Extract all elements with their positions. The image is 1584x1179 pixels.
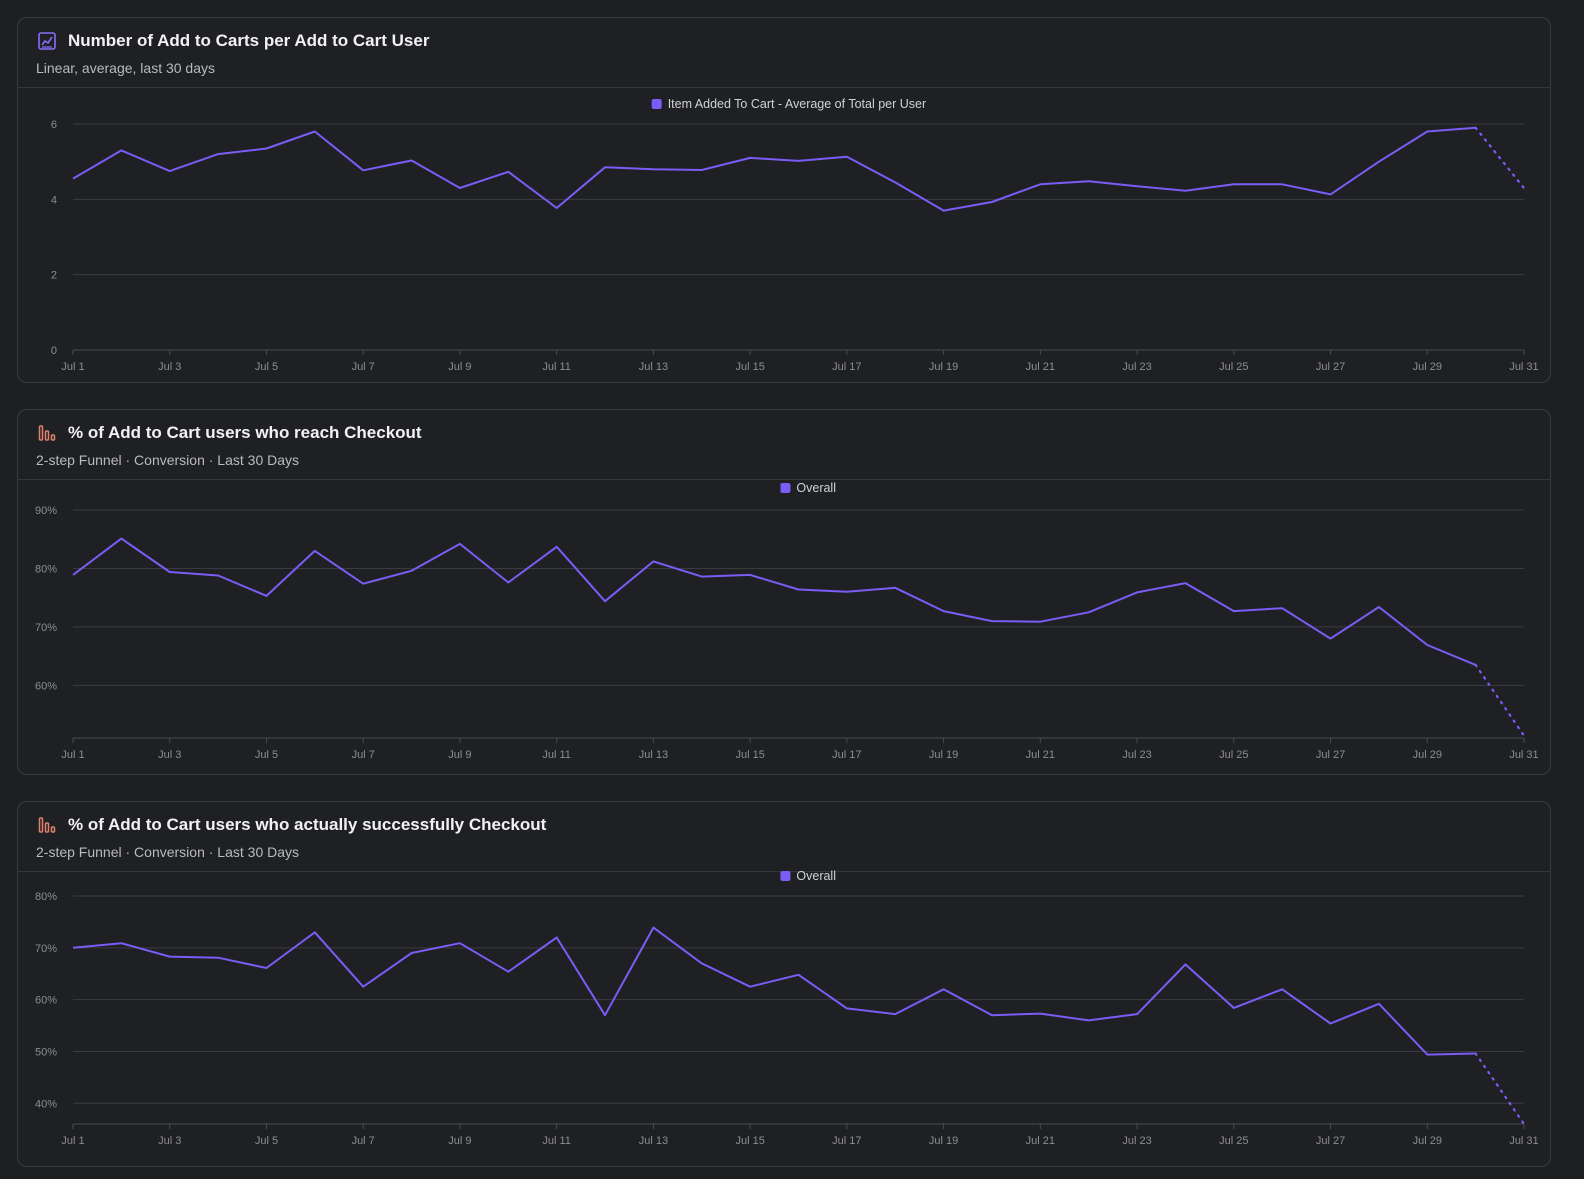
y-tick-label: 80% <box>35 563 57 575</box>
x-tick-label: Jul 11 <box>542 749 571 761</box>
x-tick-label: Jul 23 <box>1122 749 1151 761</box>
x-tick-label: Jul 19 <box>929 749 958 761</box>
x-tick-label: Jul 15 <box>735 749 764 761</box>
x-tick-label: Jul 3 <box>158 749 181 761</box>
x-tick-label: Jul 23 <box>1122 1135 1151 1147</box>
x-tick-label: Jul 7 <box>352 361 375 373</box>
x-tick-label: Jul 13 <box>639 749 668 761</box>
y-tick-label: 6 <box>51 119 57 131</box>
y-tick-label: 60% <box>35 680 57 692</box>
x-tick-label: Jul 27 <box>1316 1135 1345 1147</box>
x-tick-label: Jul 5 <box>255 749 278 761</box>
y-tick-label: 40% <box>35 1098 57 1110</box>
x-tick-label: Jul 7 <box>352 749 375 761</box>
insight-card-successful-checkout: % of Add to Cart users who actually succ… <box>17 801 1551 1167</box>
series-line <box>72 926 1476 1056</box>
series-line-incomplete <box>1474 1052 1526 1126</box>
x-tick-label: Jul 31 <box>1509 1135 1538 1147</box>
chart-area: Overall 40% 50% 60% 70% 80% Jul 1 Jul 3 Jul 5 Jul… <box>35 869 1539 1147</box>
insight-card-reach-checkout: % of Add to Cart users who reach Checkou… <box>17 409 1551 775</box>
x-tick-label: Jul 27 <box>1316 749 1345 761</box>
chart-legend: Overall <box>780 869 836 883</box>
x-tick-label: Jul 13 <box>639 361 668 373</box>
x-tick-label: Jul 29 <box>1413 361 1442 373</box>
chart-area: Item Added To Cart - Average of Total pe… <box>51 97 1539 373</box>
x-tick-label: Jul 15 <box>735 361 764 373</box>
legend-swatch <box>780 483 791 493</box>
x-tick-label: Jul 5 <box>255 1135 278 1147</box>
funnel-icon <box>38 817 56 833</box>
x-tick-label: Jul 3 <box>158 1135 181 1147</box>
card-subtitle: Linear, average, last 30 days <box>36 60 216 76</box>
x-tick-label: Jul 25 <box>1219 361 1248 373</box>
x-tick-label: Jul 5 <box>255 361 278 373</box>
x-tick-label: Jul 13 <box>639 1135 668 1147</box>
x-tick-label: Jul 29 <box>1413 1135 1442 1147</box>
x-tick-label: Jul 3 <box>158 361 181 373</box>
y-tick-label: 70% <box>35 622 57 634</box>
x-tick-label: Jul 25 <box>1219 749 1248 761</box>
chart-legend: Item Added To Cart - Average of Total pe… <box>651 97 926 111</box>
series-line <box>72 537 1476 666</box>
x-tick-label: Jul 17 <box>832 1135 861 1147</box>
legend-swatch <box>780 871 791 881</box>
legend-swatch <box>651 99 662 109</box>
card-title[interactable]: Number of Add to Carts per Add to Cart U… <box>68 31 430 50</box>
x-tick-label: Jul 27 <box>1316 361 1345 373</box>
x-tick-label: Jul 21 <box>1026 1135 1055 1147</box>
x-tick-label: Jul 15 <box>735 1135 764 1147</box>
x-tick-label: Jul 7 <box>352 1135 375 1147</box>
card-title[interactable]: % of Add to Cart users who actually succ… <box>68 815 547 834</box>
y-tick-label: 80% <box>35 891 57 903</box>
x-tick-label: Jul 9 <box>448 1135 471 1147</box>
y-tick-label: 70% <box>35 943 57 955</box>
legend-label: Item Added To Cart - Average of Total pe… <box>668 97 926 111</box>
x-tick-label: Jul 1 <box>61 749 84 761</box>
x-tick-label: Jul 19 <box>929 1135 958 1147</box>
x-tick-label: Jul 1 <box>61 1135 84 1147</box>
insight-card-add-to-carts-per-user: Number of Add to Carts per Add to Cart U… <box>17 17 1551 383</box>
card-subtitle: 2-step Funnel · Conversion · Last 30 Day… <box>36 844 300 860</box>
card-subtitle: 2-step Funnel · Conversion · Last 30 Day… <box>36 452 300 468</box>
funnel-icon <box>38 425 56 441</box>
legend-label: Overall <box>796 481 836 495</box>
x-tick-label: Jul 21 <box>1026 361 1055 373</box>
card-header: % of Add to Cart users who reach Checkou… <box>18 410 1550 480</box>
series-line-incomplete <box>1474 663 1526 737</box>
x-tick-label: Jul 17 <box>832 749 861 761</box>
y-tick-label: 4 <box>51 194 57 206</box>
x-tick-label: Jul 19 <box>929 361 958 373</box>
series-line-incomplete <box>1474 126 1526 190</box>
x-tick-label: Jul 9 <box>448 749 471 761</box>
x-tick-label: Jul 25 <box>1219 1135 1248 1147</box>
legend-label: Overall <box>796 869 836 883</box>
x-tick-label: Jul 31 <box>1509 361 1538 373</box>
y-tick-label: 0 <box>51 345 57 357</box>
x-tick-label: Jul 17 <box>832 361 861 373</box>
y-tick-label: 50% <box>35 1046 57 1058</box>
series-line <box>72 126 1476 212</box>
x-tick-label: Jul 23 <box>1122 361 1151 373</box>
line-chart-icon <box>38 32 56 50</box>
x-tick-label: Jul 1 <box>61 361 84 373</box>
chart-legend: Overall <box>780 481 836 495</box>
x-tick-label: Jul 11 <box>542 361 571 373</box>
y-tick-label: 60% <box>35 995 57 1007</box>
card-title[interactable]: % of Add to Cart users who reach Checkou… <box>68 423 422 442</box>
x-tick-label: Jul 21 <box>1026 749 1055 761</box>
y-tick-label: 90% <box>35 505 57 517</box>
y-tick-label: 2 <box>51 270 57 282</box>
x-tick-label: Jul 29 <box>1413 749 1442 761</box>
chart-area: Overall 60% 70% 80% 90% Jul 1 Jul 3 Jul 5 Jul 7 J… <box>35 481 1539 761</box>
x-tick-label: Jul 9 <box>448 361 471 373</box>
card-header: Number of Add to Carts per Add to Cart U… <box>18 18 1550 88</box>
x-tick-label: Jul 11 <box>542 1135 571 1147</box>
x-tick-label: Jul 31 <box>1509 749 1538 761</box>
